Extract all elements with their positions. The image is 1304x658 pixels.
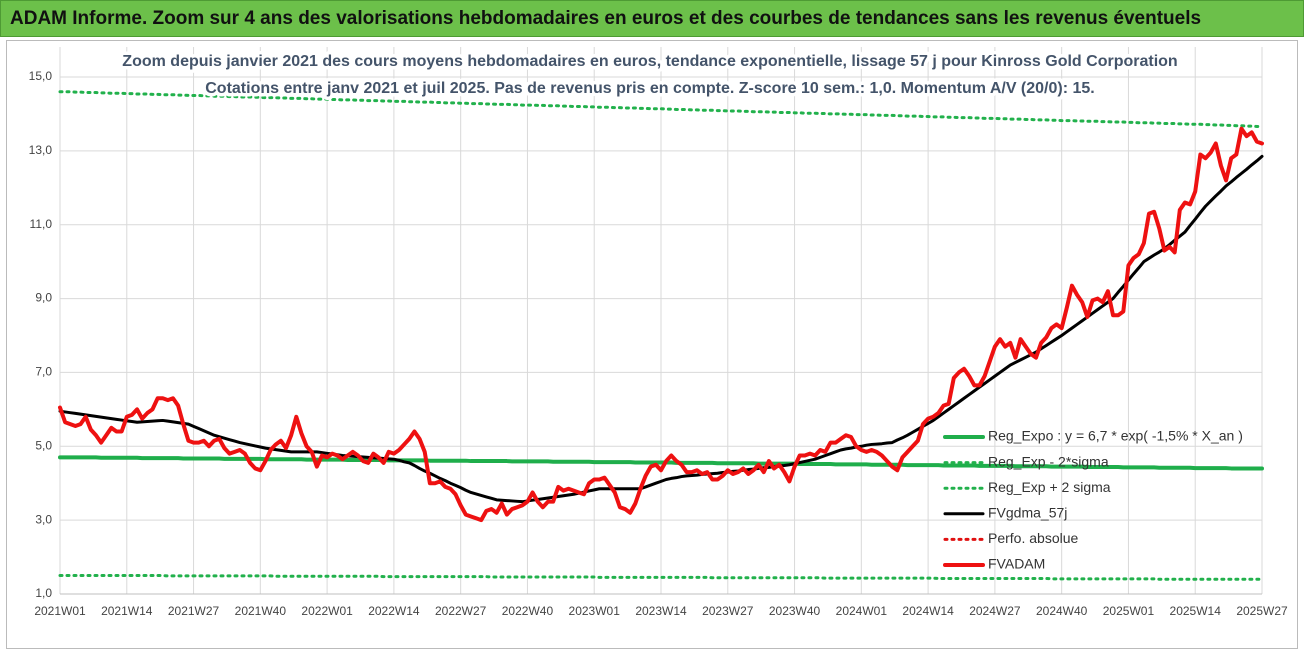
series-line (58, 574, 1264, 581)
series (58, 90, 1264, 581)
series-line (58, 90, 1264, 129)
x-tick-label: 2022W01 (301, 604, 353, 618)
y-tick-label: 9,0 (35, 291, 52, 305)
header-title: ADAM Informe. Zoom sur 4 ans des valoris… (10, 8, 1201, 29)
legend-label: Perfo. absolue (988, 530, 1078, 546)
legend-label: Reg_Exp + 2 sigma (988, 479, 1111, 495)
x-tick-label: 2024W27 (969, 604, 1021, 618)
x-tick-label: 2021W01 (34, 604, 86, 618)
x-tick-label: 2024W01 (836, 604, 888, 618)
x-tick-label: 2025W01 (1103, 604, 1155, 618)
x-tick-label: 2021W40 (235, 604, 287, 618)
y-tick-label: 11,0 (30, 217, 53, 231)
header-bar (0, 0, 1304, 37)
legend-label: Reg_Expo : y = 6,7 * exp( -1,5% * X_an ) (988, 428, 1243, 444)
x-tick-label: 2021W14 (101, 604, 153, 618)
chart-frame (6, 40, 1298, 649)
y-tick-label: 7,0 (35, 365, 52, 379)
chart-subtitle: Cotations entre janv 2021 et juil 2025. … (205, 80, 1095, 97)
series-line (58, 154, 1264, 504)
x-tick-label: 2025W14 (1170, 604, 1222, 618)
x-tick-label: 2022W27 (435, 604, 487, 618)
y-tick-label: 1,0 (35, 586, 52, 600)
y-tick-label: 15,0 (29, 69, 53, 83)
x-tick-label: 2021W27 (168, 604, 220, 618)
legend-label: Reg_Exp - 2*sigma (988, 453, 1109, 469)
x-tick-label: 2022W14 (368, 604, 420, 618)
x-tick-label: 2025W27 (1236, 604, 1288, 618)
x-tick-label: 2024W40 (1036, 604, 1088, 618)
y-tick-label: 5,0 (35, 438, 52, 452)
x-tick-label: 2024W14 (902, 604, 954, 618)
chart-title: Zoom depuis janvier 2021 des cours moyen… (122, 53, 1177, 70)
legend: Reg_Expo : y = 6,7 * exp( -1,5% * X_an )… (943, 428, 1243, 572)
x-tick-label: 2023W40 (769, 604, 821, 618)
x-tick-label: 2023W01 (569, 604, 621, 618)
x-tick-label: 2023W27 (702, 604, 754, 618)
x-tick-label: 2023W14 (635, 604, 687, 618)
legend-label: FVgdma_57j (988, 505, 1067, 521)
y-tick-label: 3,0 (35, 512, 52, 526)
y-tick-label: 13,0 (29, 143, 53, 157)
series-line (58, 126, 1264, 523)
x-tick-label: 2022W40 (502, 604, 554, 618)
series-line (58, 455, 1264, 471)
legend-label: FVADAM (988, 556, 1045, 572)
